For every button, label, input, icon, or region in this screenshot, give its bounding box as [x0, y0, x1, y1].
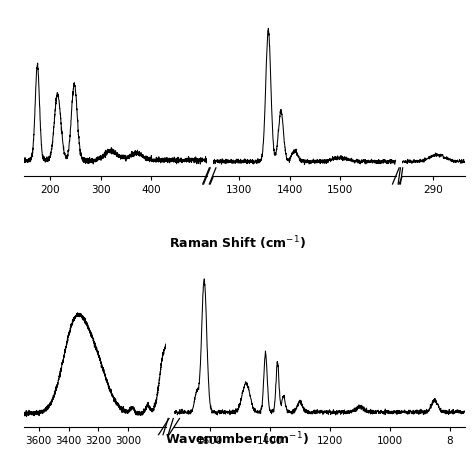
Text: Wavenumber (cm$^{-1}$): Wavenumber (cm$^{-1}$): [165, 430, 309, 448]
Text: Raman Shift (cm$^{-1}$): Raman Shift (cm$^{-1}$): [168, 235, 306, 252]
